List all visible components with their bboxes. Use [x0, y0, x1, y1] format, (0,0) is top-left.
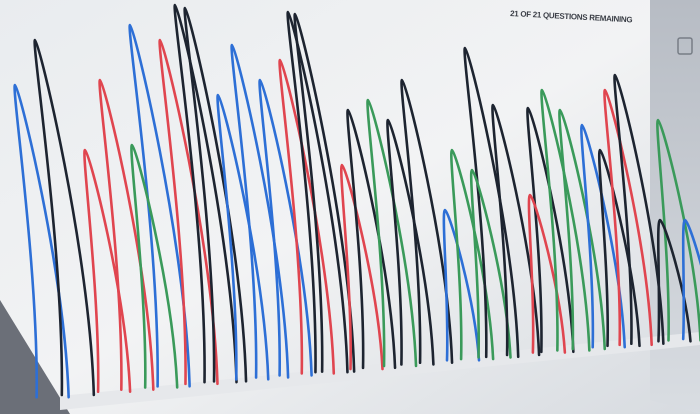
- trace-peak: [130, 143, 179, 389]
- trace-peak: [340, 163, 384, 371]
- side-panel: [650, 0, 700, 414]
- bezel-corner: [0, 300, 70, 414]
- trace-peak: [603, 88, 653, 347]
- trace-peak: [33, 38, 96, 397]
- trace-peak: [158, 38, 219, 386]
- trace-peak: [173, 3, 238, 384]
- trace-peak: [400, 78, 454, 365]
- trace-peak: [469, 168, 512, 359]
- trace-peak: [286, 10, 349, 374]
- panel-icon: [677, 37, 693, 55]
- trace-peak: [450, 148, 495, 361]
- trace-peak: [216, 93, 270, 381]
- trace-peak: [526, 106, 575, 354]
- trace-peak: [463, 46, 520, 359]
- trace-peak: [491, 103, 541, 357]
- trace-group: [13, 3, 700, 399]
- trace-peak: [540, 88, 591, 352]
- trace-peak: [183, 6, 248, 383]
- trace-peak: [613, 73, 665, 346]
- trace-peak: [278, 58, 336, 375]
- trace-peak: [442, 208, 481, 362]
- trace-peak: [656, 118, 700, 342]
- trace-peak: [681, 218, 700, 341]
- trace-peak: [128, 23, 191, 388]
- trace-peak: [558, 108, 607, 351]
- trace-peak: [366, 98, 418, 368]
- trace-peak: [580, 123, 627, 349]
- trace-peak: [346, 108, 397, 370]
- trace-peak: [386, 118, 435, 366]
- trace-peak: [293, 12, 356, 373]
- trace-peak: [13, 83, 70, 399]
